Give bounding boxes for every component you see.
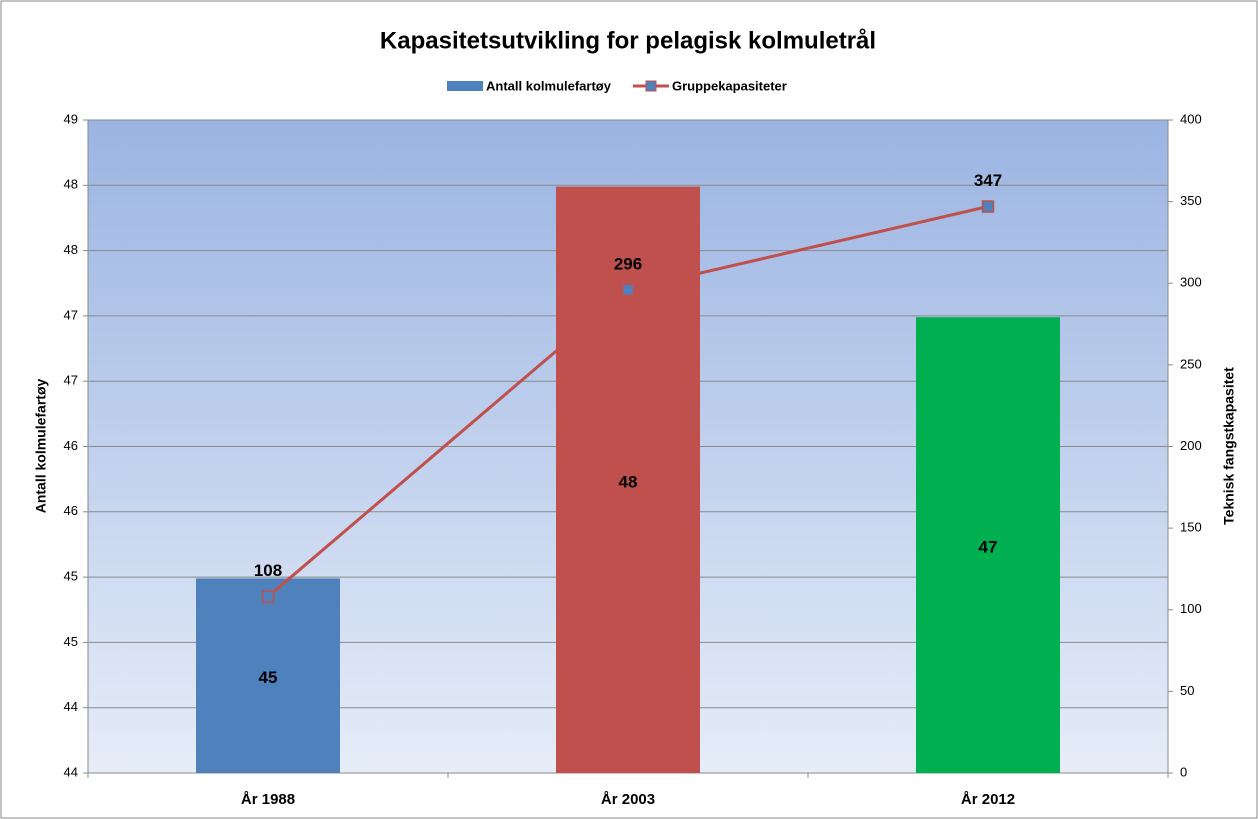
line-marker: [621, 283, 635, 297]
y-tick-label: 45: [64, 569, 78, 584]
y2-tick-label: 50: [1180, 683, 1194, 698]
y2-tick-label: 150: [1180, 520, 1202, 535]
y-axis-label: Antall kolmulefartøy: [33, 379, 49, 514]
y-tick-label: 44: [64, 764, 78, 779]
line-label: 347: [974, 171, 1002, 190]
line-label: 296: [614, 254, 642, 273]
bar-label: 47: [979, 538, 998, 557]
legend-label: Antall kolmulefartøy: [486, 78, 612, 93]
line-label: 108: [254, 561, 282, 580]
y2-tick-label: 300: [1180, 275, 1202, 290]
x-tick-label: År 1988: [241, 791, 295, 808]
bar-label: 48: [619, 472, 638, 491]
bar-label: 45: [259, 668, 278, 687]
y2-tick-label: 200: [1180, 438, 1202, 453]
legend-label: Gruppekapasiteter: [672, 78, 787, 93]
line-marker: [261, 590, 275, 603]
x-tick-label: År 2003: [601, 791, 655, 808]
x-tick-label: År 2012: [961, 791, 1015, 808]
line-marker: [981, 200, 995, 213]
y2-tick-label: 250: [1180, 356, 1202, 371]
y2-tick-label: 0: [1180, 764, 1187, 779]
legend-swatch: [447, 81, 483, 91]
y2-axis-label: Teknisk fangstkapasitet: [1221, 367, 1237, 525]
y-tick-label: 46: [64, 438, 78, 453]
y2-tick-label: 400: [1180, 111, 1202, 126]
y2-tick-label: 100: [1180, 601, 1202, 616]
legend-swatch: [645, 80, 657, 92]
bar: [196, 578, 340, 773]
y-tick-label: 47: [64, 373, 78, 388]
y2-tick-label: 350: [1180, 193, 1202, 208]
y-tick-label: 45: [64, 634, 78, 649]
chart-title: Kapasitetsutvikling for pelagisk kolmule…: [380, 27, 876, 54]
y-tick-label: 48: [64, 242, 78, 257]
bar: [916, 317, 1060, 773]
y-tick-label: 46: [64, 503, 78, 518]
y-tick-label: 48: [64, 177, 78, 192]
y-tick-label: 49: [64, 111, 78, 126]
y-tick-label: 47: [64, 307, 78, 322]
y-tick-label: 44: [64, 699, 78, 714]
